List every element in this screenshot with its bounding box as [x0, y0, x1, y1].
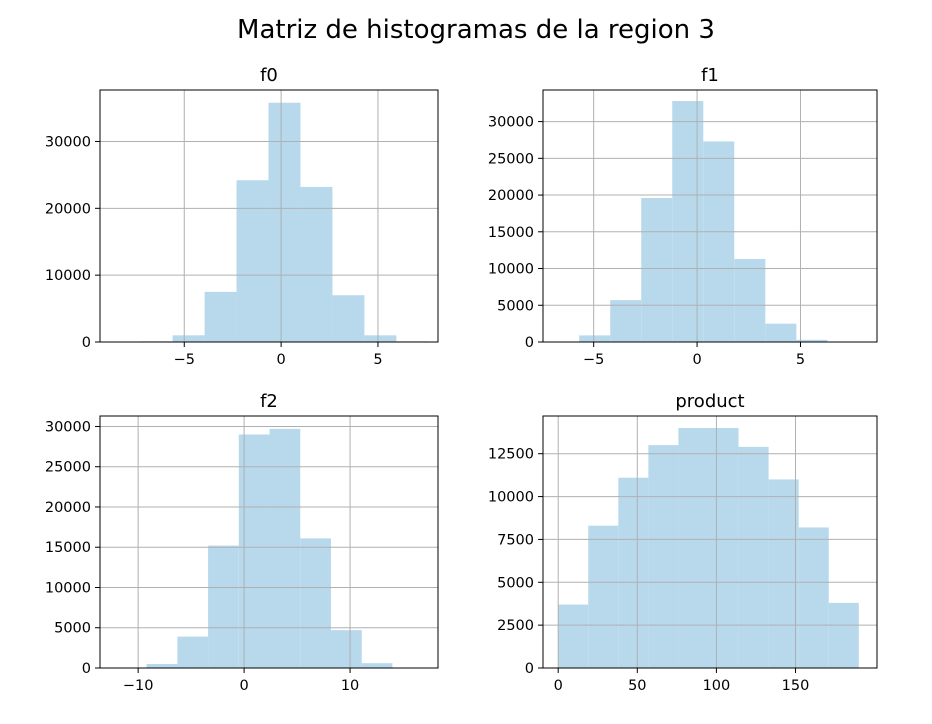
- histogram-bar: [734, 258, 766, 342]
- panel-title: product: [675, 391, 744, 412]
- histogram-bar: [579, 335, 611, 342]
- histogram-bar: [828, 602, 859, 668]
- histogram-bar: [796, 339, 828, 342]
- histogram-bar: [236, 180, 269, 342]
- histogram-bar: [708, 428, 739, 668]
- histogram-bar: [703, 141, 735, 342]
- y-tick-label: 2500: [497, 618, 534, 634]
- y-tick-label: 15000: [45, 540, 91, 556]
- histogram-bar: [268, 102, 301, 343]
- y-tick-label: 0: [82, 335, 91, 351]
- axes-frame: [99, 415, 439, 669]
- y-tick-label: 10000: [45, 580, 91, 596]
- histogram-bar: [208, 545, 239, 668]
- x-tick-label: −5: [583, 352, 604, 368]
- axes-frame: [542, 89, 878, 343]
- histogram-bar: [648, 445, 679, 668]
- x-tick-label: 0: [276, 352, 285, 368]
- y-tick-label: 7500: [497, 532, 534, 548]
- y-tick-label: 30000: [45, 419, 91, 435]
- histogram-bar: [798, 527, 829, 668]
- panel-f1: −5 0 5 0 5000 10000 15000 20000 25000 30000 f1: [488, 65, 878, 368]
- histogram-bar: [641, 198, 673, 342]
- histogram-bar: [330, 630, 362, 668]
- y-tick-label: 0: [82, 661, 91, 677]
- figure-suptitle: Matriz de histogramas de la region 3: [237, 15, 715, 45]
- x-tick-label: −5: [174, 352, 195, 368]
- histogram-bar: [300, 538, 331, 668]
- y-tick-label: 12500: [488, 447, 534, 463]
- y-tick-label: 25000: [45, 460, 91, 476]
- histogram-bar: [238, 434, 270, 668]
- x-tick-label: 0: [692, 352, 701, 368]
- panel-title: f1: [701, 65, 719, 86]
- y-tick-label: 0: [525, 661, 534, 677]
- x-tick-label: 5: [373, 352, 382, 368]
- panel-title: f2: [260, 391, 278, 412]
- histogram-bar: [364, 335, 397, 342]
- histogram-bar: [361, 663, 393, 668]
- histogram-bar: [588, 525, 619, 668]
- histogram-bar: [204, 291, 237, 342]
- x-tick-label: −10: [123, 678, 154, 694]
- x-tick-label: 50: [628, 678, 646, 694]
- histogram-bar: [269, 428, 301, 668]
- histogram-bar: [332, 295, 365, 342]
- histogram-bar: [172, 335, 205, 342]
- histogram-bars: [140, 102, 429, 343]
- x-tick-label: 0: [239, 678, 248, 694]
- histogram-bar: [678, 428, 709, 668]
- x-tick-label: 5: [796, 352, 805, 368]
- histogram-bar: [618, 477, 649, 668]
- y-tick-label: 10000: [488, 490, 534, 506]
- histogram-bars: [579, 101, 859, 342]
- y-tick-label: 20000: [45, 500, 91, 516]
- panel-f2: −10 0 10 0 5000 10000 15000 20000 25000 30000 f2: [45, 391, 439, 694]
- y-tick-label: 20000: [45, 201, 91, 217]
- histogram-bar: [177, 636, 209, 668]
- histogram-bar: [768, 479, 799, 668]
- y-tick-label: 5000: [54, 621, 91, 637]
- axes-frame: [99, 89, 439, 343]
- histogram-bar: [738, 446, 769, 668]
- x-tick-label: 0: [554, 678, 563, 694]
- y-tick-label: 20000: [488, 188, 534, 204]
- histogram-bar: [672, 101, 704, 342]
- y-tick-label: 15000: [488, 225, 534, 241]
- y-tick-label: 0: [525, 335, 534, 351]
- panel-f0: −5 0 5 0 10000 20000 30000 f0: [45, 65, 439, 368]
- panel-product: 0 50 100 150 0 2500 5000 7500 10000 12500 product: [488, 391, 878, 694]
- histogram-bars: [558, 428, 859, 668]
- y-tick-label: 5000: [497, 298, 534, 314]
- y-tick-label: 10000: [488, 262, 534, 278]
- histogram-bar: [558, 604, 589, 668]
- y-tick-label: 30000: [488, 115, 534, 131]
- histogram-bar: [610, 300, 642, 342]
- y-tick-label: 5000: [497, 575, 534, 591]
- histogram-bar: [146, 663, 178, 668]
- histogram-bar: [765, 323, 797, 342]
- y-tick-label: 30000: [45, 134, 91, 150]
- histogram-bar: [300, 186, 333, 342]
- x-tick-label: 150: [782, 678, 810, 694]
- x-tick-label: 10: [341, 678, 359, 694]
- x-tick-label: 100: [703, 678, 731, 694]
- y-tick-label: 25000: [488, 151, 534, 167]
- axes-frame: [542, 415, 878, 669]
- y-tick-label: 10000: [45, 268, 91, 284]
- panel-title: f0: [260, 65, 278, 86]
